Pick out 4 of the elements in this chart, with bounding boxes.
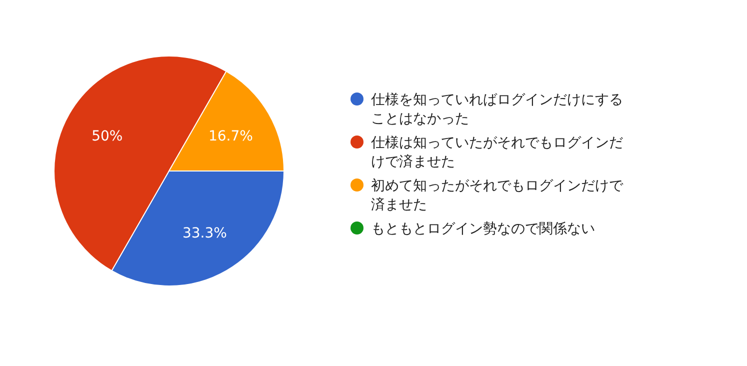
data-label: 50% [92, 128, 123, 144]
data-label: 16.7% [208, 128, 253, 144]
data-label: 33.3% [182, 226, 227, 242]
pie: 33.3% 50% 16.7% [54, 56, 284, 286]
